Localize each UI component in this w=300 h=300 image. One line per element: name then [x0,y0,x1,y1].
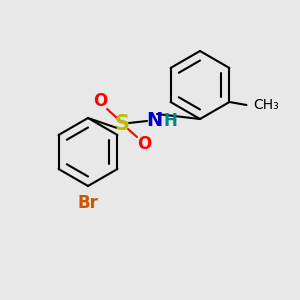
Text: N: N [146,112,162,130]
Text: O: O [93,92,107,110]
Text: CH₃: CH₃ [254,98,279,112]
Text: S: S [115,114,130,134]
Text: Br: Br [78,194,98,212]
Text: H: H [163,112,177,130]
Text: O: O [137,135,151,153]
